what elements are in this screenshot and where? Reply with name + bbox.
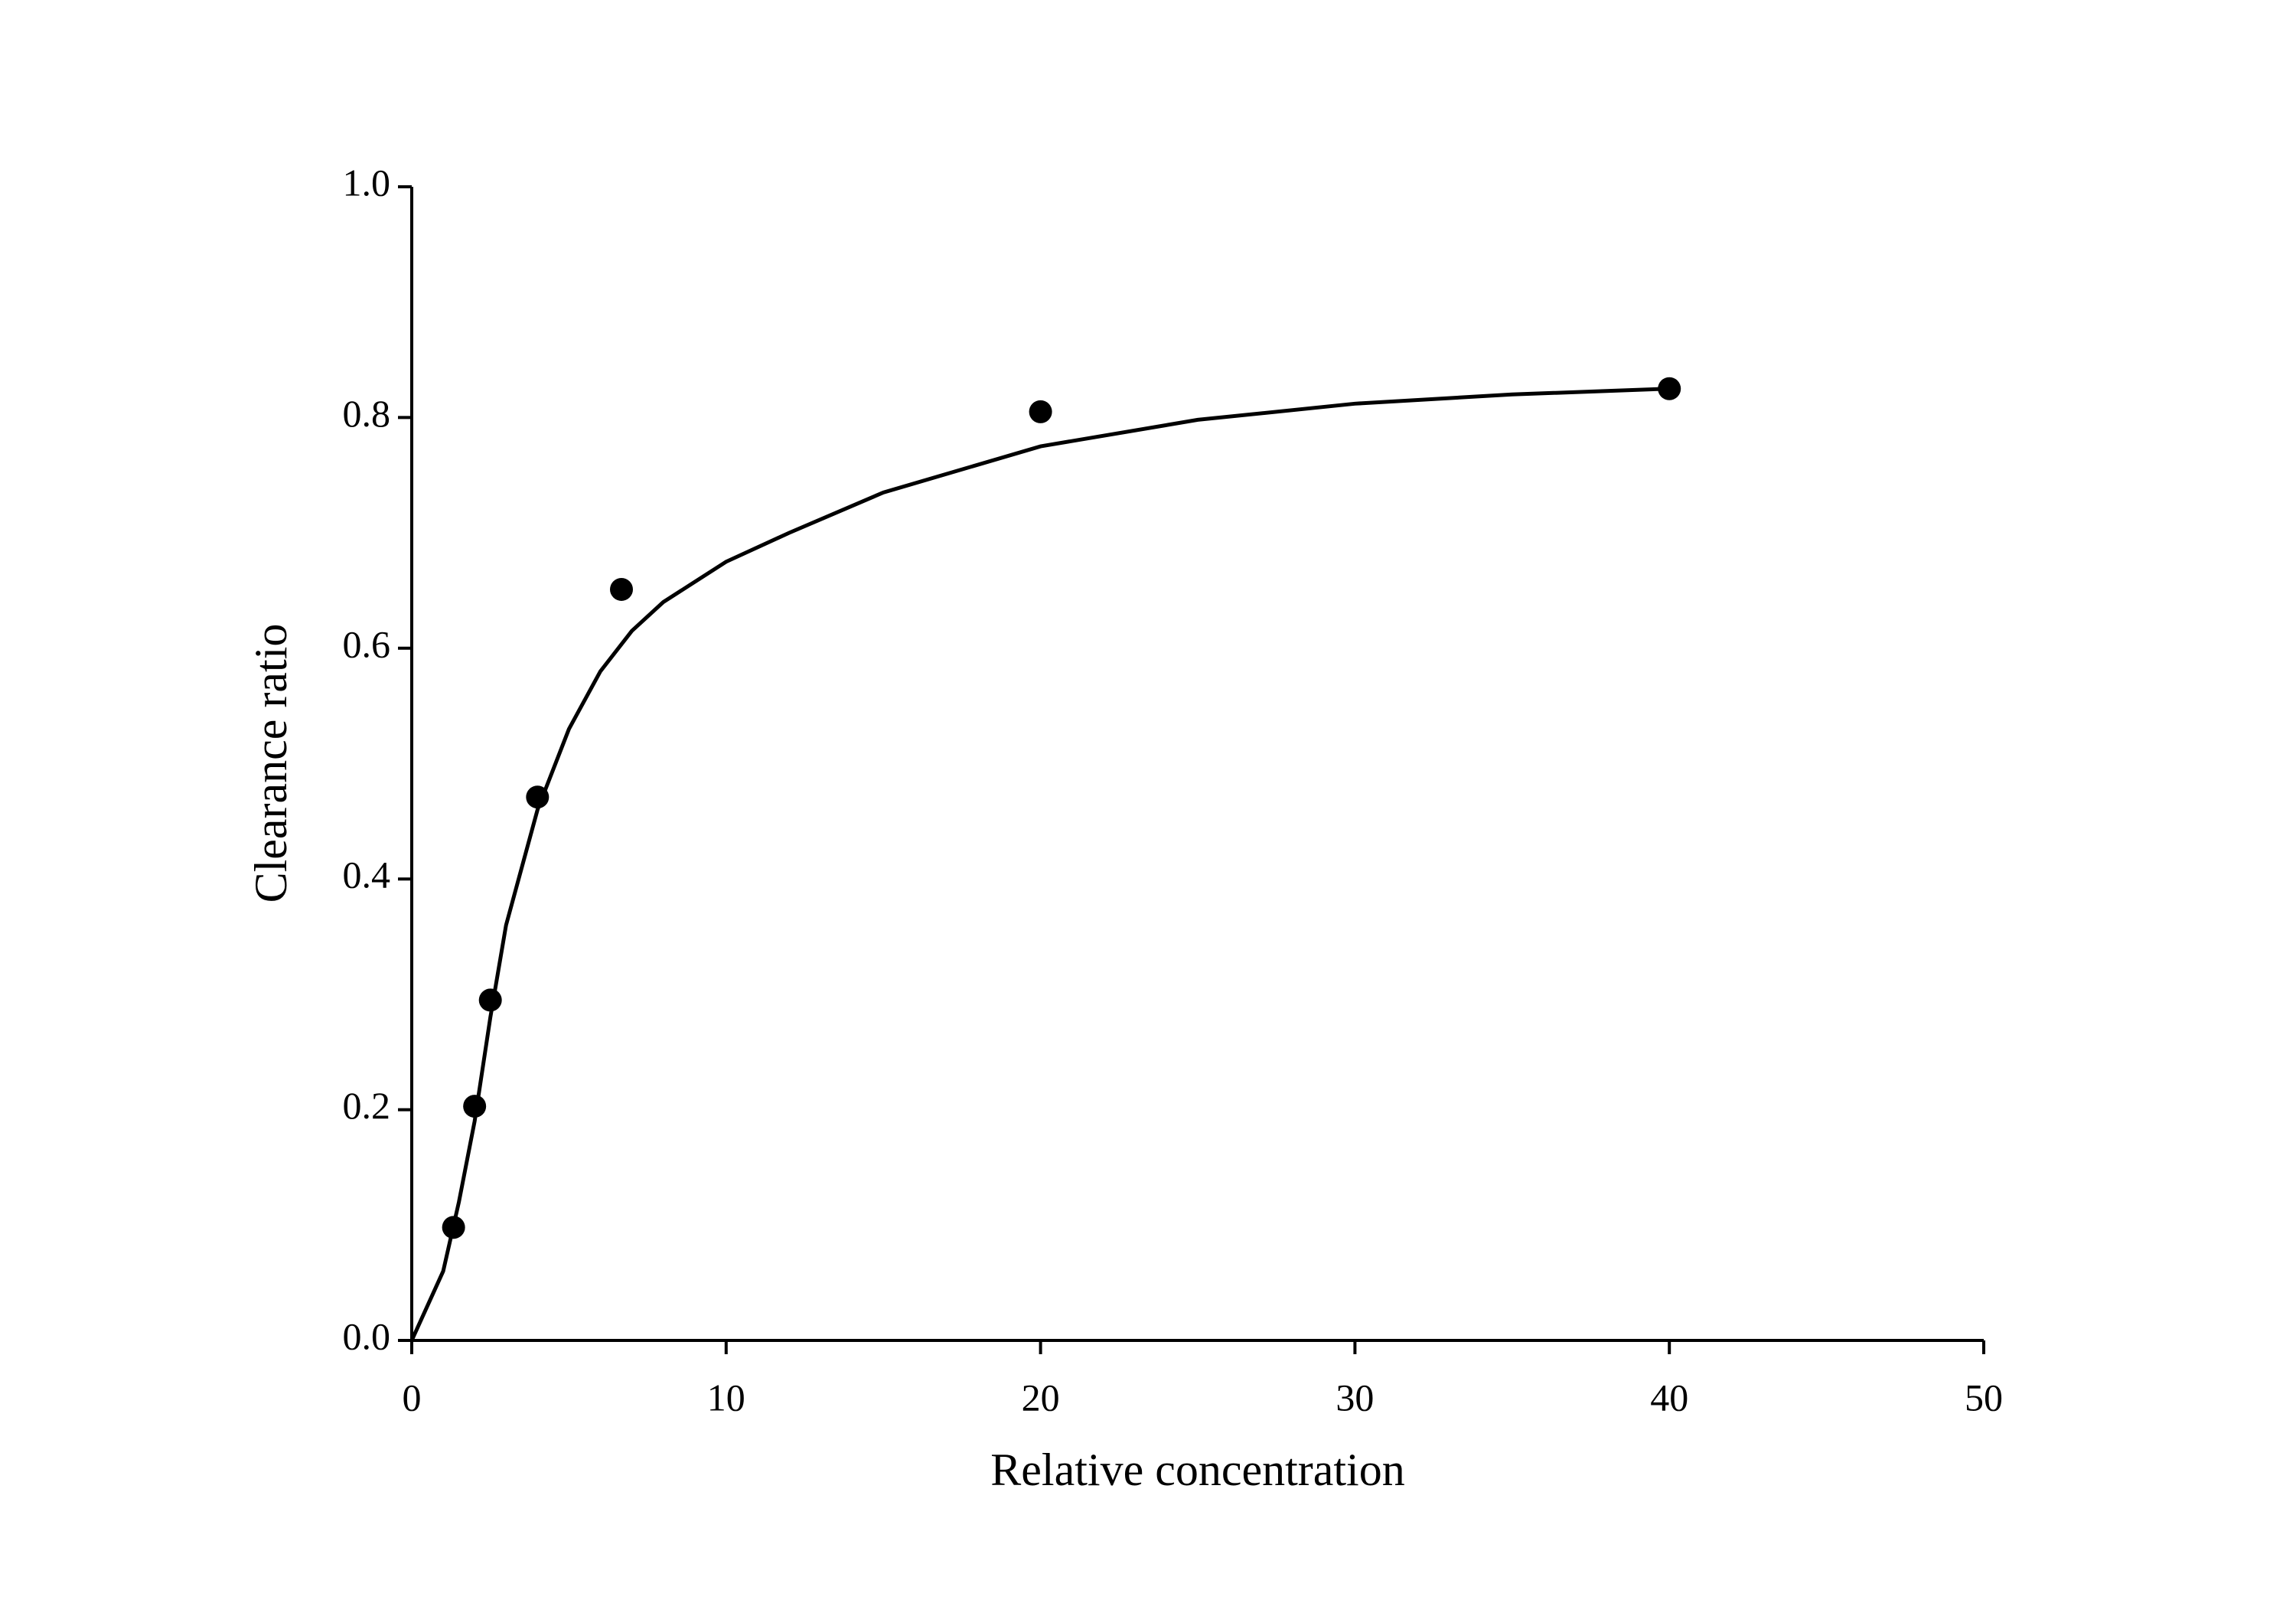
x-tick-label: 20 bbox=[1022, 1376, 1060, 1419]
data-point bbox=[463, 1095, 487, 1118]
x-tick-label: 50 bbox=[1965, 1376, 2003, 1419]
fit-curve bbox=[409, 387, 1670, 1342]
y-tick-label: 0.2 bbox=[343, 1084, 391, 1127]
y-tick-label: 1.0 bbox=[343, 161, 391, 204]
x-tick-label: 40 bbox=[1650, 1376, 1688, 1419]
y-tick-label: 0.8 bbox=[343, 392, 391, 435]
y-axis-title: Clearance ratio bbox=[246, 624, 296, 903]
x-tick-label: 10 bbox=[707, 1376, 745, 1419]
y-tick-label: 0.6 bbox=[343, 622, 391, 665]
x-tick-label: 0 bbox=[403, 1376, 422, 1419]
data-point bbox=[1658, 377, 1681, 400]
y-tick-label: 0.0 bbox=[343, 1314, 391, 1357]
y-tick-label: 0.4 bbox=[343, 854, 391, 896]
data-point bbox=[1029, 400, 1052, 423]
data-point bbox=[610, 577, 634, 601]
x-tick-label: 30 bbox=[1336, 1376, 1374, 1419]
x-axis-title: Relative concentration bbox=[990, 1445, 1404, 1495]
